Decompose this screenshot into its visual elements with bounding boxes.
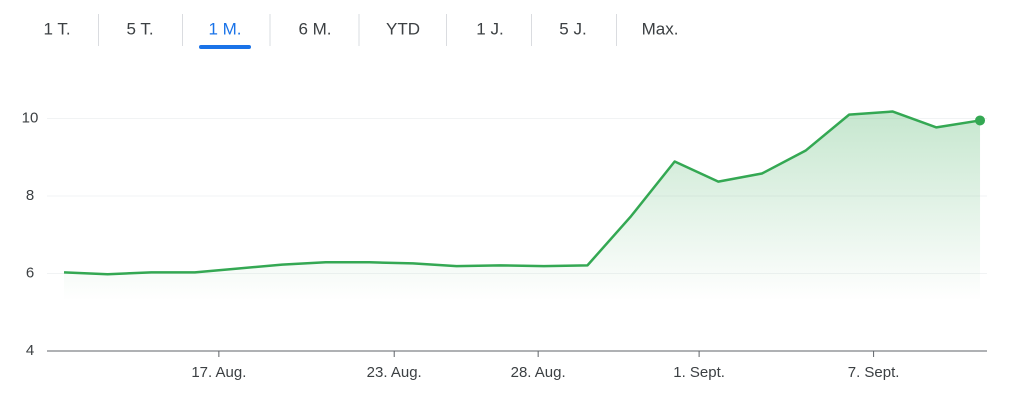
x-tick-label: 1. Sept.	[673, 364, 725, 381]
tab[interactable]: 5 T.	[126, 19, 153, 38]
tab[interactable]: 5 J.	[559, 19, 586, 38]
line	[63, 110, 981, 276]
tab[interactable]: Max.	[642, 19, 679, 38]
y-tick-label: 10	[22, 109, 39, 126]
x-tick-label: 23. Aug.	[367, 364, 422, 381]
tab[interactable]: 1 J.	[476, 19, 503, 38]
x-tick-label: 7. Sept.	[848, 364, 900, 381]
area	[64, 111, 981, 302]
x-tick-label: 17. Aug.	[191, 364, 246, 381]
tab[interactable]: YTD	[386, 19, 420, 38]
x-tick-label: 28. Aug.	[511, 364, 566, 381]
tab[interactable]: 6 M.	[298, 19, 331, 38]
tab-underline	[199, 45, 251, 49]
end-point	[975, 115, 986, 126]
tab[interactable]: 1 T.	[43, 19, 70, 38]
tab[interactable]: 1 M.	[208, 19, 241, 38]
y-tick-label: 6	[26, 264, 34, 281]
y-tick-label: 8	[26, 187, 34, 204]
y-tick-label: 4	[26, 342, 34, 359]
